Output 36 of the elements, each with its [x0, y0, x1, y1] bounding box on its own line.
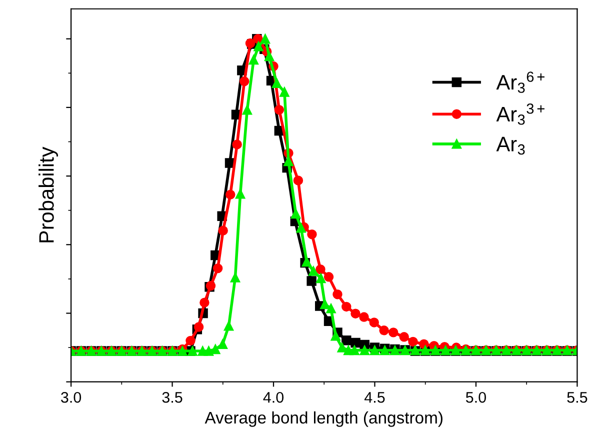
- point: [186, 336, 196, 346]
- x-tick-label: 4.0: [263, 392, 284, 403]
- legend-label: Ar$_{3}$$^{3+}$: [496, 103, 544, 125]
- x-tick-label: 4.5: [364, 392, 385, 403]
- point: [307, 229, 317, 240]
- x-tick-label: 5.0: [466, 392, 486, 403]
- point: [200, 298, 210, 308]
- point: [379, 326, 389, 336]
- y-axis-title: Probability: [38, 146, 58, 242]
- point: [293, 176, 304, 186]
- legend-label: Ar$_{3}$: [496, 136, 525, 155]
- point: [212, 263, 223, 274]
- point: [388, 328, 398, 338]
- point: [324, 272, 334, 282]
- point: [274, 104, 284, 115]
- point: [218, 226, 228, 236]
- point: [359, 312, 369, 322]
- point: [408, 336, 418, 347]
- point: [316, 264, 326, 274]
- point: [239, 76, 250, 86]
- point: [399, 332, 409, 342]
- point: [350, 308, 360, 318]
- x-tick-label: 5.5: [567, 392, 588, 403]
- point: [332, 290, 342, 300]
- point: [232, 140, 242, 150]
- point: [342, 302, 352, 312]
- point: [369, 318, 379, 328]
- point: [194, 322, 204, 332]
- x-tick-label: 3.5: [162, 392, 182, 403]
- point: [226, 190, 236, 200]
- legend-label: Ar$_{3}$$^{6+}$: [496, 72, 544, 93]
- point: [350, 338, 360, 348]
- x-axis-title: Average bond length (angstrom): [204, 411, 442, 427]
- point: [306, 276, 316, 286]
- x-tick-label: 3.0: [61, 392, 82, 403]
- point: [342, 335, 352, 346]
